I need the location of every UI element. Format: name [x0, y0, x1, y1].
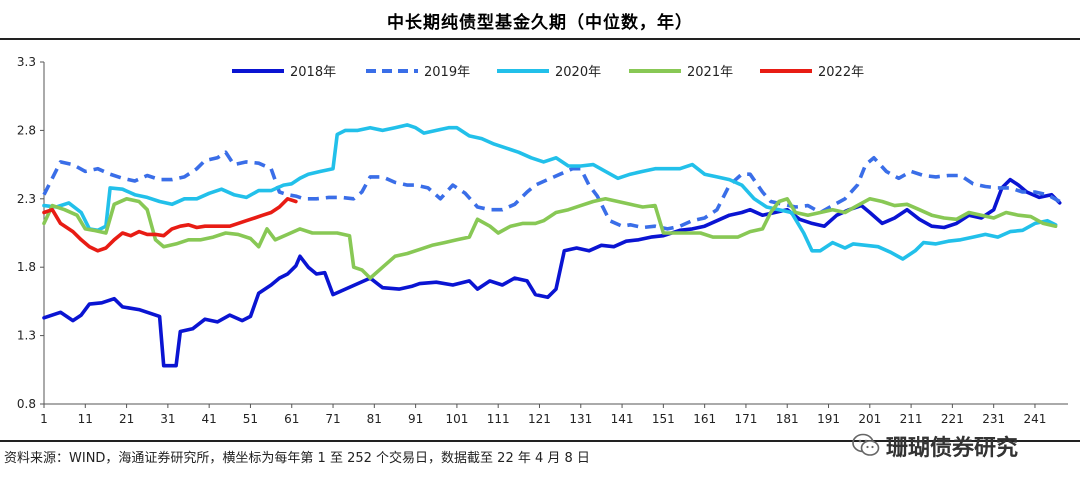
- x-tick-label: 71: [325, 412, 340, 426]
- x-tick-label: 181: [776, 412, 799, 426]
- source-note: 资料来源：WIND，海通证券研究所，横坐标为每年第 1 至 252 个交易日，数…: [4, 451, 590, 466]
- legend: 2018年 2019年 2020年 2021年 2022年: [232, 65, 864, 80]
- y-tick-label: 0.8: [17, 397, 36, 411]
- wechat-icon: [852, 433, 880, 456]
- watermark-text: 珊瑚债券研究: [886, 436, 1019, 461]
- x-tick-label: 1: [40, 412, 48, 426]
- legend-label-0: 2018年: [290, 65, 336, 80]
- series-line-2: [42, 123, 1058, 261]
- y-tick-label: 1.3: [17, 329, 36, 343]
- line-chart: 0.81.31.82.32.83.31 11 21 31 41 51 61 71 81 91 101…: [17, 55, 1068, 426]
- x-tick-label: 151: [652, 412, 675, 426]
- series-line-3: [42, 197, 1058, 280]
- series-line-4: [42, 197, 298, 253]
- x-tick-label: 231: [982, 412, 1005, 426]
- series-lines: [42, 123, 1062, 368]
- x-tick-label: 201: [858, 412, 881, 426]
- x-tick-label: 61: [284, 412, 299, 426]
- legend-label-3: 2021年: [687, 65, 733, 80]
- title-rule: [0, 38, 1080, 40]
- footer-rule: [0, 440, 1080, 442]
- x-tick-label: 191: [817, 412, 840, 426]
- x-tick-label: 131: [569, 412, 592, 426]
- y-tick-label: 3.3: [17, 55, 36, 69]
- chart-title-bar: 中长期纯债型基金久期（中位数，年）: [0, 0, 1080, 40]
- x-tick-label: 91: [408, 412, 423, 426]
- x-tick-label: 111: [487, 412, 510, 426]
- x-tick-label: 101: [445, 412, 468, 426]
- y-tick-label: 2.8: [17, 123, 36, 137]
- series-line-0: [42, 177, 1062, 368]
- chart-title: 中长期纯债型基金久期（中位数，年）: [387, 13, 693, 33]
- y-tick-label: 1.8: [17, 260, 36, 274]
- watermark: 珊瑚债券研究: [852, 428, 1072, 464]
- x-tick-label: 21: [119, 412, 134, 426]
- legend-label-1: 2019年: [424, 65, 470, 80]
- x-tick-label: 161: [693, 412, 716, 426]
- x-tick-label: 31: [160, 412, 175, 426]
- y-tick-label: 2.3: [17, 192, 36, 206]
- x-tick-label: 11: [78, 412, 93, 426]
- x-tick-label: 41: [202, 412, 217, 426]
- x-tick-label: 221: [941, 412, 964, 426]
- legend-label-2: 2020年: [555, 65, 601, 80]
- x-tick-label: 171: [734, 412, 757, 426]
- x-tick-label: 211: [900, 412, 923, 426]
- axes: 0.81.31.82.32.83.31 11 21 31 41 51 61 71 81 91 101…: [17, 55, 1068, 426]
- x-tick-label: 51: [243, 412, 258, 426]
- x-tick-label: 141: [611, 412, 634, 426]
- x-tick-label: 121: [528, 412, 551, 426]
- legend-label-4: 2022年: [818, 65, 864, 80]
- series-line-1: [42, 150, 1061, 231]
- x-tick-label: 241: [1024, 412, 1047, 426]
- x-tick-label: 81: [367, 412, 382, 426]
